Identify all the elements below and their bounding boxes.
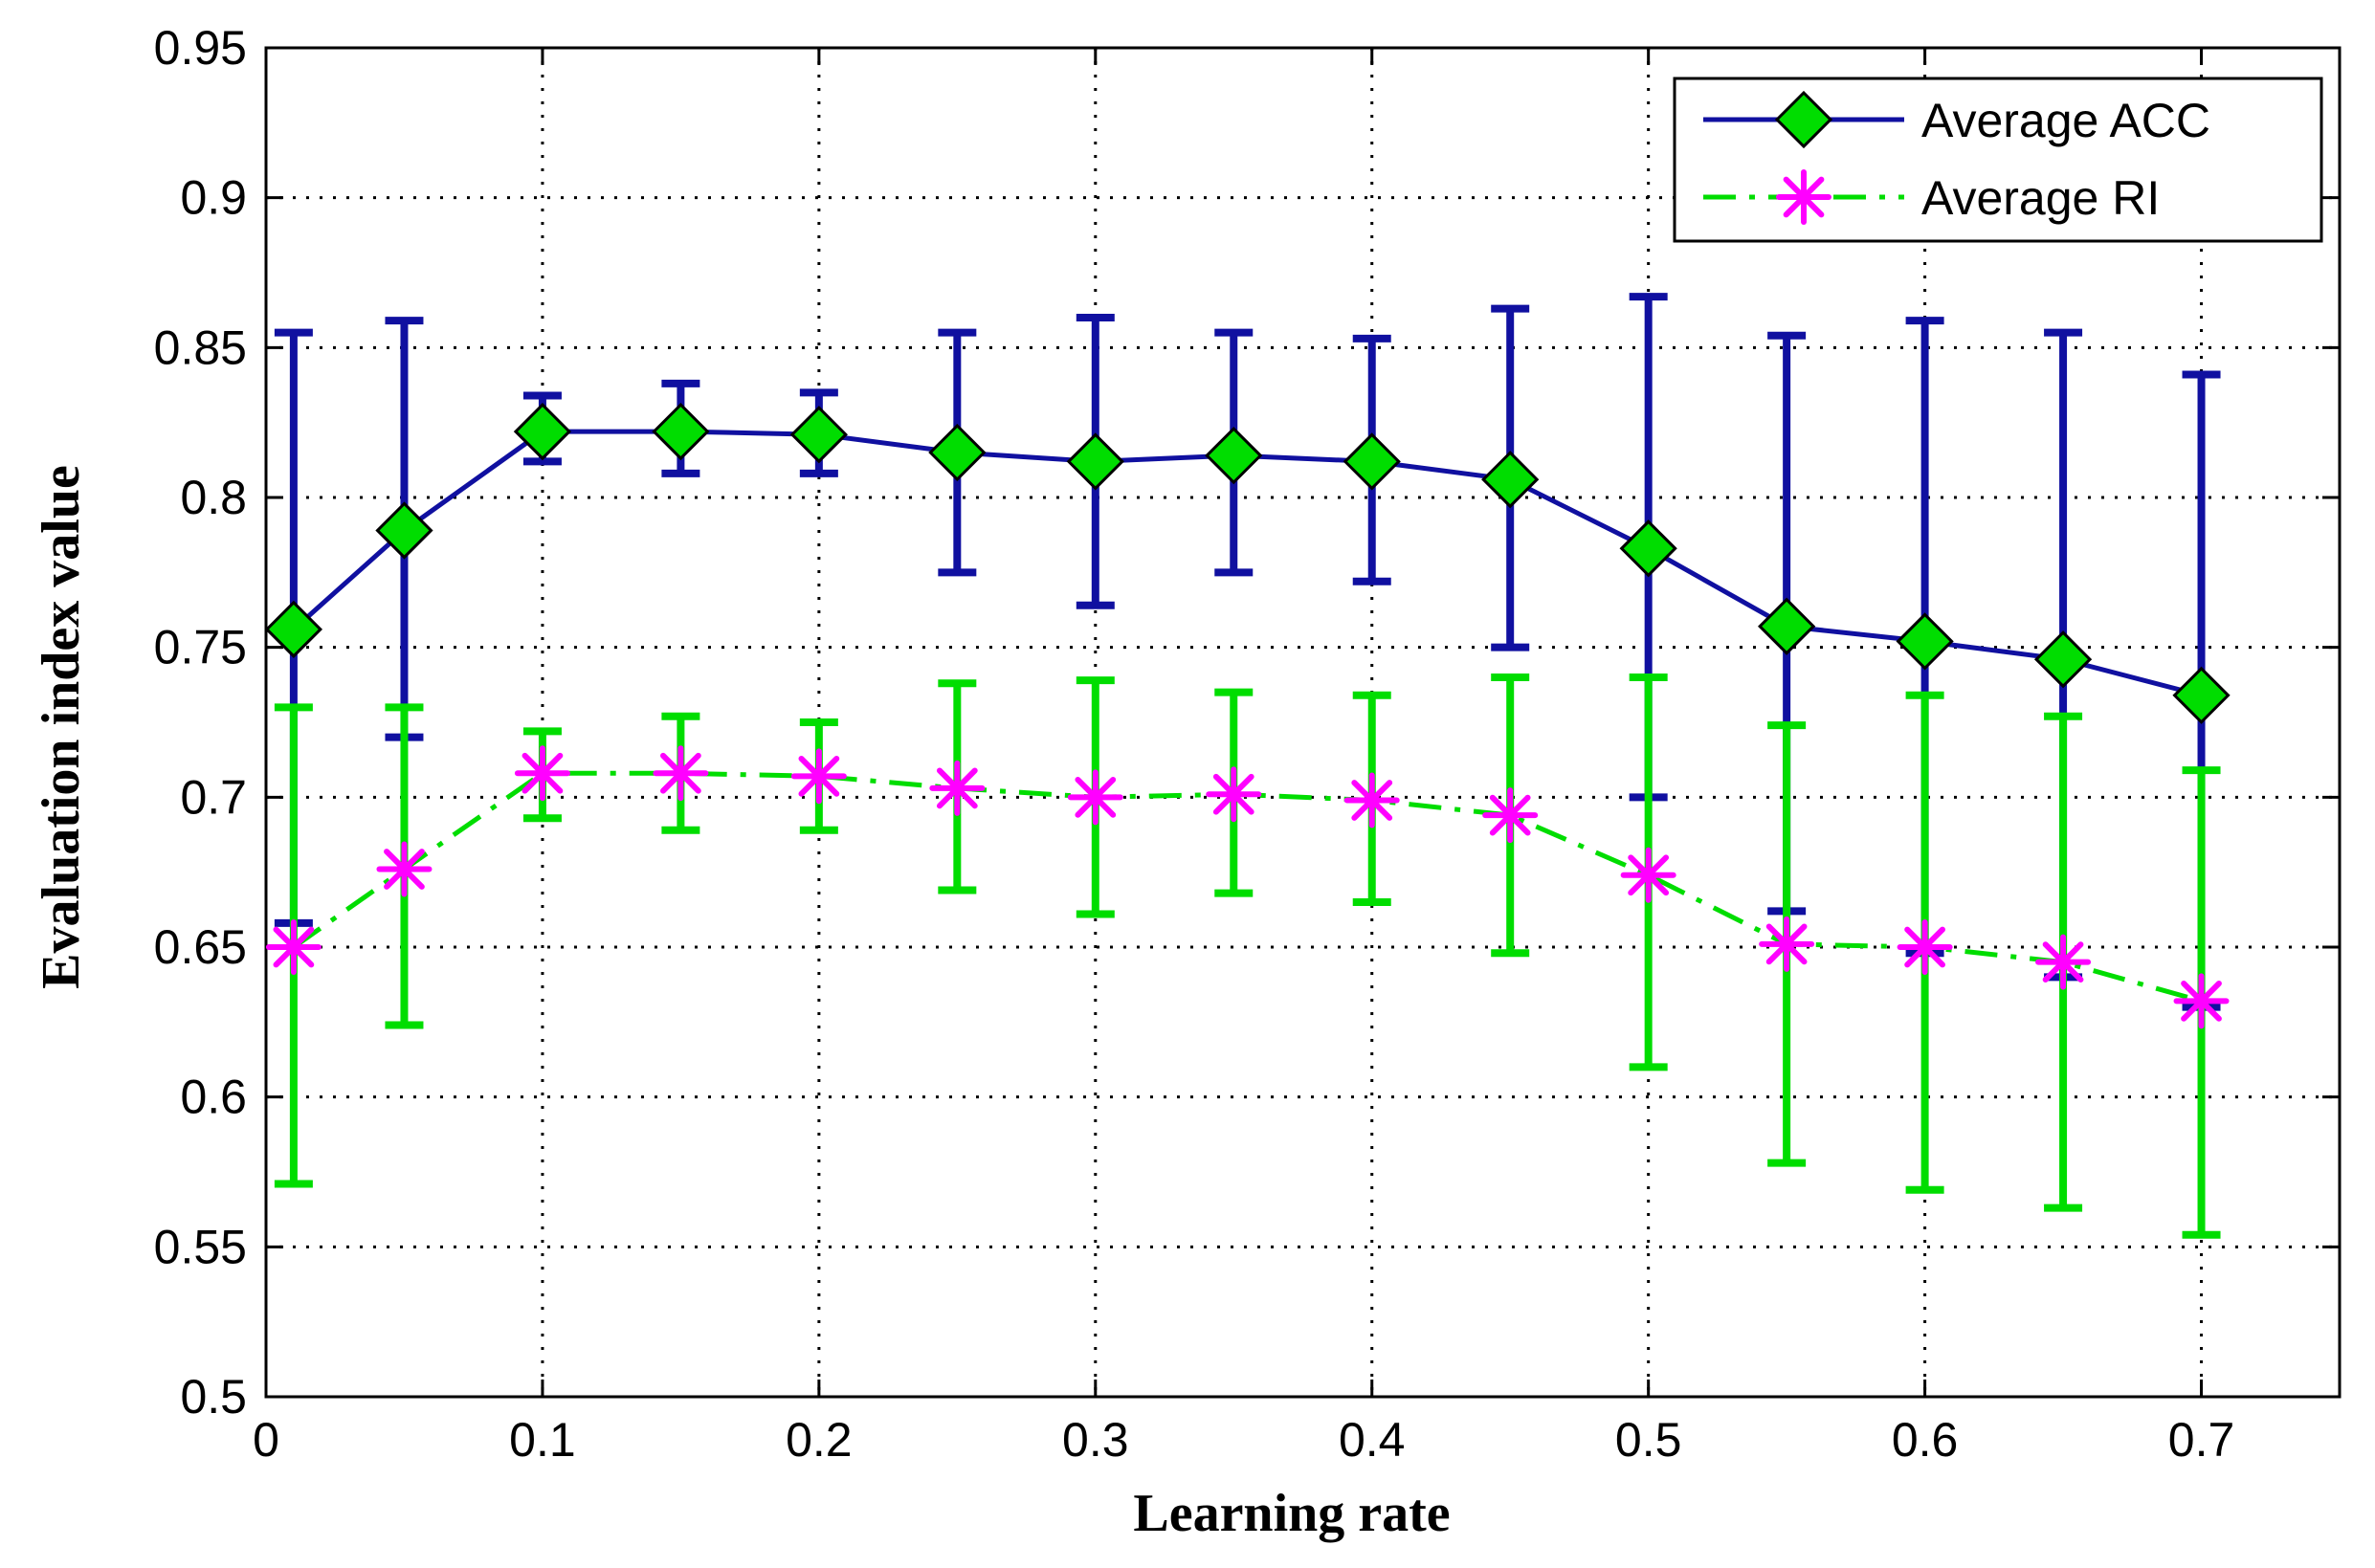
asterisk-stroke [936,767,978,809]
data-point-average-ri [1067,769,1123,826]
data-point-average-ri [376,841,433,897]
legend: Average ACC Average RI [1673,77,2323,243]
plot-frame [264,46,2342,1399]
data-point-average-acc [652,402,710,461]
data-point-average-ri [514,745,570,802]
data-point-average-ri [929,760,986,816]
data-point-average-ri [1897,919,1953,975]
data-point-average-ri [1206,766,1262,823]
data-point-average-ri [2173,973,2230,1029]
legend-label-average-acc: Average ACC [1921,94,2210,147]
data-point-average-ri [1620,847,1676,903]
asterisk-stroke [384,849,425,890]
data-point-average-ri [653,745,709,802]
legend-label-average-ri: Average RI [1921,171,2160,225]
data-point-average-acc [1619,519,1677,578]
asterisk-stroke [2181,981,2222,1022]
axes-layer: 0 0.1 0.2 0.3 0.4 0.5 0.6 0.7 0.5 0.55 0.6 0.65 0.7 0… [154,21,2342,1467]
y-tick-label: 0.75 [154,621,247,674]
data-point-average-acc [1758,597,1816,655]
asterisk-stroke [1212,773,1254,815]
data-point-average-acc [513,402,572,461]
x-tick-label: 0.5 [1615,1413,1682,1467]
y-tick-label: 0.85 [154,320,247,374]
data-point-average-ri [1759,916,1815,972]
x-tick-label: 0.7 [2168,1413,2235,1467]
data-point-average-acc [2172,666,2231,724]
x-tick-label: 0.1 [509,1413,576,1467]
data-point-average-ri [1343,772,1400,828]
asterisk-stroke [522,752,564,794]
asterisk-stroke [1351,780,1393,821]
y-tick-label: 0.65 [154,920,247,974]
asterisk-stroke [1628,854,1670,896]
asterisk-stroke [2042,941,2084,983]
data-point-average-acc [1205,427,1263,485]
y-tick-label: 0.5 [180,1370,247,1424]
marker-layer [264,402,2231,1029]
x-tick-label: 0.2 [786,1413,853,1467]
x-tick-label: 0.6 [1892,1413,1959,1467]
data-point-average-acc [1066,432,1124,491]
x-tick-label: 0 [253,1413,279,1467]
y-tick-label: 0.95 [154,21,247,75]
asterisk-stroke [1489,794,1531,836]
asterisk-stroke [1904,926,1945,968]
legend-box [1673,77,2323,243]
data-point-average-acc [2033,630,2093,689]
y-axis-title: Evaluation index value [32,465,91,989]
legend-marker-diamond [1774,90,1833,149]
asterisk-stroke [1783,176,1825,218]
asterisk-stroke [1765,923,1808,965]
x-axis-title: Learning rate [1133,1484,1450,1543]
asterisk-stroke [273,926,315,968]
asterisk-stroke [798,756,840,797]
asterisk-stroke [660,752,701,794]
x-tick-label: 0.4 [1339,1413,1406,1467]
legend-marker-asterisk [1776,169,1831,225]
y-tick-label: 0.55 [154,1220,247,1273]
x-tick-label: 0.3 [1062,1413,1129,1467]
y-tick-label: 0.8 [180,471,247,524]
data-point-average-acc [928,423,987,482]
data-point-average-acc [375,501,433,560]
y-tick-label: 0.9 [180,171,247,225]
data-point-average-acc [789,406,848,464]
legend-diamond-icon [1774,90,1833,149]
data-point-average-acc [1481,451,1540,509]
asterisk-stroke [1075,776,1117,818]
data-point-average-acc [1896,612,1954,671]
data-point-average-ri [1482,787,1539,844]
data-point-average-acc [1343,432,1401,491]
legend-asterisk-icon [1776,169,1831,225]
data-point-average-acc [264,600,323,658]
data-point-average-ri [2035,934,2092,990]
y-tick-label: 0.6 [180,1071,247,1124]
y-tick-label: 0.7 [180,770,247,824]
data-point-average-ri [790,748,847,805]
data-point-average-ri [265,919,322,975]
